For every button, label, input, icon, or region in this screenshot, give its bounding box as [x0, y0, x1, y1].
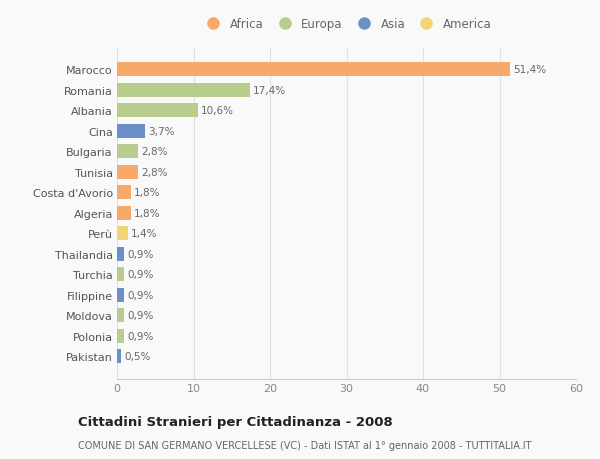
Text: 51,4%: 51,4% — [513, 65, 547, 75]
Text: 0,9%: 0,9% — [127, 270, 154, 280]
Bar — [117, 186, 131, 200]
Bar — [117, 166, 139, 179]
Text: Cittadini Stranieri per Cittadinanza - 2008: Cittadini Stranieri per Cittadinanza - 2… — [78, 415, 393, 428]
Bar — [117, 309, 124, 323]
Text: 3,7%: 3,7% — [148, 127, 175, 137]
Text: 1,8%: 1,8% — [134, 208, 160, 218]
Bar — [117, 124, 145, 139]
Bar — [117, 350, 121, 364]
Text: 1,4%: 1,4% — [131, 229, 157, 239]
Text: 0,9%: 0,9% — [127, 290, 154, 300]
Bar — [117, 329, 124, 343]
Bar — [117, 247, 124, 261]
Bar — [117, 145, 139, 159]
Text: 0,9%: 0,9% — [127, 331, 154, 341]
Bar — [117, 63, 510, 77]
Text: 0,5%: 0,5% — [124, 352, 150, 362]
Text: COMUNE DI SAN GERMANO VERCELLESE (VC) - Dati ISTAT al 1° gennaio 2008 - TUTTITAL: COMUNE DI SAN GERMANO VERCELLESE (VC) - … — [78, 440, 532, 450]
Bar — [117, 104, 198, 118]
Text: 10,6%: 10,6% — [201, 106, 234, 116]
Text: 1,8%: 1,8% — [134, 188, 160, 198]
Text: 2,8%: 2,8% — [142, 147, 168, 157]
Bar — [117, 84, 250, 98]
Bar — [117, 288, 124, 302]
Text: 0,9%: 0,9% — [127, 311, 154, 321]
Text: 2,8%: 2,8% — [142, 168, 168, 178]
Text: 17,4%: 17,4% — [253, 86, 286, 95]
Bar — [117, 227, 128, 241]
Legend: Africa, Europa, Asia, America: Africa, Europa, Asia, America — [201, 18, 492, 31]
Bar — [117, 268, 124, 282]
Bar — [117, 207, 131, 220]
Text: 0,9%: 0,9% — [127, 249, 154, 259]
